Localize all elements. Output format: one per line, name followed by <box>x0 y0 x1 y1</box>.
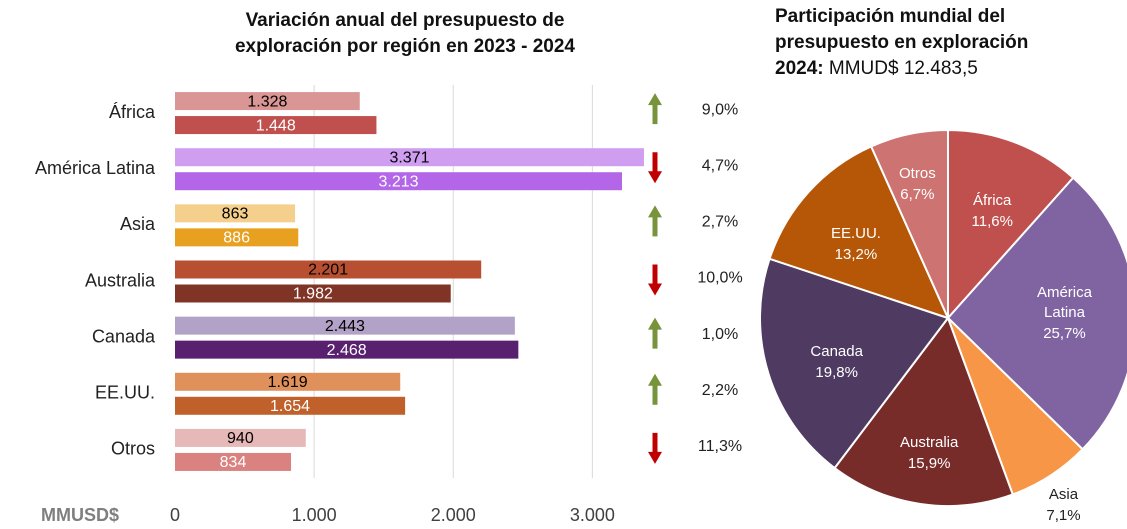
bar-value-label: 1.982 <box>293 286 333 303</box>
bar <box>175 284 451 303</box>
x-tick-label: 3.000 <box>570 505 615 525</box>
pie-category-label: Australia <box>900 434 959 452</box>
pie-slice <box>768 145 950 320</box>
pie-value-label: 19,8% <box>815 363 858 381</box>
x-tick-label: 2.000 <box>431 505 476 525</box>
pie-title-block: Participación mundial del presupuesto en… <box>775 4 1105 82</box>
pie-title: Participación mundial del presupuesto en… <box>775 6 1029 53</box>
bar <box>175 428 306 447</box>
bar <box>175 204 296 223</box>
change-label: 4,7% <box>702 157 738 174</box>
bar <box>175 172 622 191</box>
bar <box>175 396 406 415</box>
pie-value-label: 15,9% <box>907 455 951 473</box>
pie-subtitle-label: 2024: <box>775 58 824 79</box>
change-label: 2,7% <box>702 214 738 231</box>
change-arrow <box>648 205 662 237</box>
bar-value-label: 940 <box>227 430 254 447</box>
category-label: Canada <box>92 326 156 346</box>
pie-category-label: Asia <box>1048 486 1079 504</box>
change-arrow <box>648 152 662 184</box>
bar <box>175 260 482 279</box>
bar-value-label: 886 <box>223 230 250 247</box>
pie-category-label: EE.UU. <box>830 224 881 242</box>
category-label: Otros <box>111 439 155 459</box>
pie-slice <box>947 128 1075 321</box>
change-label: 10,0% <box>697 270 742 287</box>
change-arrow <box>648 432 662 464</box>
pie-value-label: 11,6% <box>971 213 1013 231</box>
category-label: Australia <box>85 270 156 290</box>
pie-category-label: Otros <box>899 164 936 182</box>
pie-slice <box>759 257 950 470</box>
pie-slice <box>833 315 1015 507</box>
bar <box>175 116 377 135</box>
bar-value-label: 2.443 <box>325 318 365 335</box>
pie-category-label: África <box>973 192 1012 210</box>
pie-category-label: América Latina <box>1036 283 1092 321</box>
bar-value-label: 1.654 <box>270 398 310 415</box>
category-label: América Latina <box>35 158 156 178</box>
bar <box>175 340 519 359</box>
pie-value-label: 25,7% <box>1043 324 1086 342</box>
pie-subtitle: MMUD$ 12.483,5 <box>828 58 978 79</box>
change-arrow <box>648 93 662 125</box>
pie-value-label: 7,1% <box>1046 507 1081 525</box>
pie-slice <box>946 176 1127 451</box>
change-label: 2,2% <box>702 382 738 399</box>
bar-value-label: 1.619 <box>268 374 308 391</box>
category-label: Asia <box>120 214 156 234</box>
bar <box>175 452 292 471</box>
pie-category-label: Canada <box>810 342 863 360</box>
x-axis-label: MMUSD$ <box>41 505 119 525</box>
pie-value-label: 6,7% <box>900 185 935 203</box>
change-arrow <box>648 264 662 296</box>
change-label: 1,0% <box>702 326 738 343</box>
bar-value-label: 834 <box>220 454 247 471</box>
category-label: África <box>109 102 156 122</box>
pie-value-label: 13,2% <box>834 245 878 263</box>
bar-value-label: 2.201 <box>308 262 348 279</box>
bar <box>175 316 515 335</box>
bar-value-label: 1.328 <box>247 93 287 110</box>
x-tick-label: 0 <box>170 505 180 525</box>
bar-value-label: 2.468 <box>327 342 367 359</box>
bar <box>175 372 401 391</box>
bar <box>175 228 299 247</box>
bar <box>175 148 644 167</box>
bar-value-label: 863 <box>222 206 249 223</box>
change-arrow <box>648 373 662 405</box>
bar-value-label: 3.213 <box>378 173 418 190</box>
change-label: 9,0% <box>702 101 738 118</box>
bar <box>175 92 360 111</box>
bar-value-label: 1.448 <box>256 117 296 134</box>
bar-title: Variación anual del presupuesto de explo… <box>234 10 575 57</box>
change-arrow <box>648 317 662 349</box>
x-tick-label: 1.000 <box>292 505 337 525</box>
bar-value-label: 3.371 <box>389 149 429 166</box>
category-label: EE.UU. <box>95 383 155 403</box>
change-label: 11,3% <box>698 438 742 455</box>
pie-slice <box>869 128 949 319</box>
